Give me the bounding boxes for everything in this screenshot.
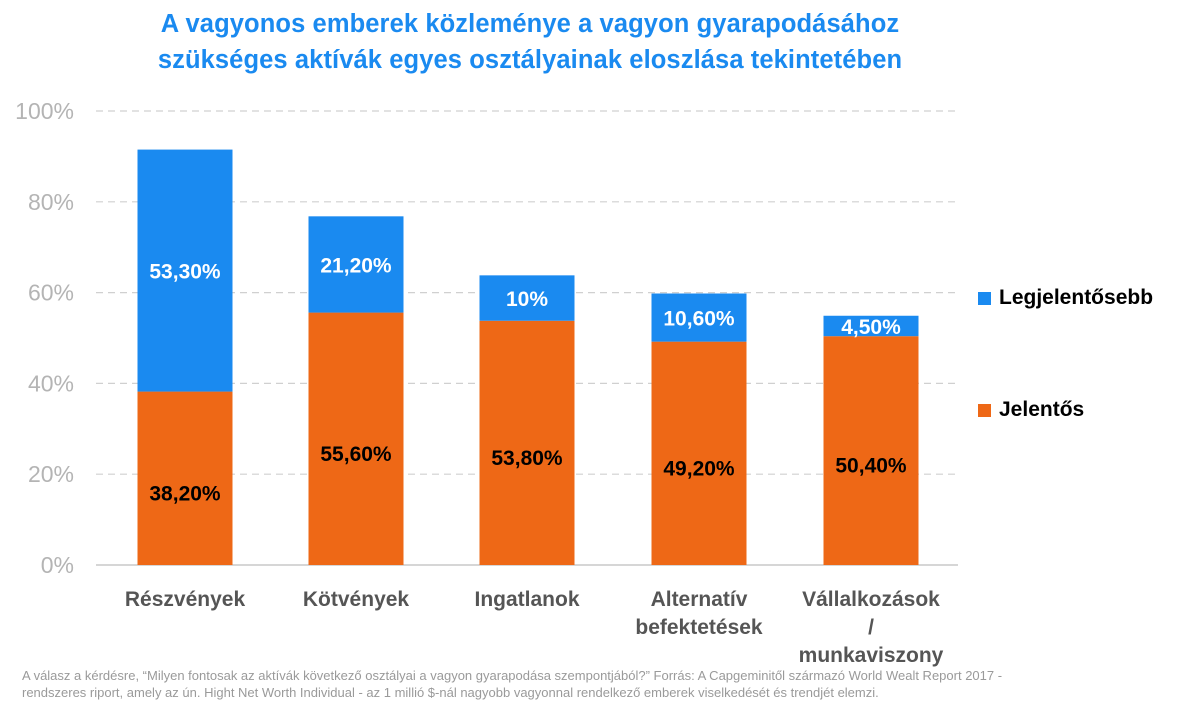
y-tick-label: 60% (28, 280, 74, 306)
x-tick-label: befektetések (635, 616, 763, 639)
bar-segment (308, 312, 404, 565)
bar-segment (137, 391, 233, 565)
legend-item-legjelentosebb: Legjelentősebb (978, 286, 1153, 310)
footnote-line-2: rendszeres riport, amely az ún. Hight Ne… (22, 685, 879, 700)
bar-segment (823, 315, 919, 337)
bar-segment (651, 293, 747, 342)
x-tick-label: Vállalkozások (802, 588, 940, 611)
bar-segment (479, 275, 575, 321)
bar-segment (137, 149, 233, 392)
y-tick-label: 40% (28, 370, 74, 396)
chart-title-line-2: szükséges aktívák egyes osztályainak elo… (157, 46, 903, 74)
data-label: 4,50% (841, 316, 901, 339)
data-label: 49,20% (663, 457, 735, 480)
legend-item-jelentos: Jelentős (978, 398, 1084, 422)
y-tick-label: 80% (28, 189, 74, 215)
legend-swatch-jelentos (978, 403, 991, 417)
x-tick-label: munkaviszony (799, 644, 944, 667)
data-label: 50,40% (835, 455, 907, 478)
data-label: 53,30% (149, 261, 221, 284)
y-tick-label: 20% (28, 461, 74, 487)
x-tick-label: Alternatív (651, 588, 748, 611)
legend-label-legjelentosebb: Legjelentősebb (999, 286, 1154, 309)
data-label: 21,20% (320, 254, 392, 277)
bar-segment (823, 336, 919, 565)
x-tick-label: Részvények (125, 588, 246, 611)
bar-segment (308, 216, 404, 313)
data-label: 53,80% (491, 447, 563, 470)
x-tick-label: / (868, 616, 874, 639)
data-label: 10% (506, 288, 548, 311)
x-tick-label: Ingatlanok (474, 588, 579, 611)
legend-swatch-legjelentosebb (978, 291, 991, 305)
x-tick-label: Kötvények (303, 588, 410, 611)
chart-title: A vagyonos emberek közleménye a vagyon g… (0, 6, 1060, 78)
y-tick-label: 0% (41, 552, 74, 578)
bar-segment (479, 320, 575, 565)
footnote: A válasz a kérdésre, “Milyen fontosak az… (22, 667, 1187, 701)
footnote-line-1: A válasz a kérdésre, “Milyen fontosak az… (22, 668, 1003, 683)
chart-title-line-1: A vagyonos emberek közleménye a vagyon g… (160, 10, 900, 38)
data-label: 55,60% (320, 443, 392, 466)
legend-label-jelentos: Jelentős (999, 398, 1085, 421)
y-tick-label: 100% (15, 98, 74, 124)
data-label: 10,60% (663, 308, 735, 331)
data-label: 38,20% (149, 482, 221, 505)
bar-segment (651, 341, 747, 565)
